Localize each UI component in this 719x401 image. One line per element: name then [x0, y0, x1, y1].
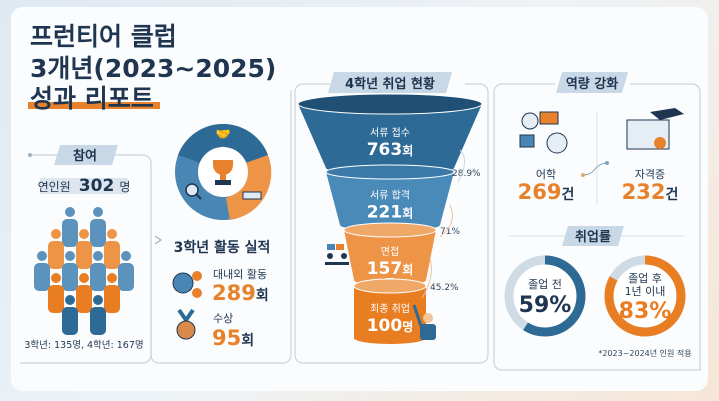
participation-heading: 참여	[73, 148, 97, 164]
person-head	[79, 229, 89, 239]
svg-text:대내외 활동: 대내외 활동	[213, 267, 267, 281]
donut-label: 졸업 후	[628, 272, 662, 285]
people-group-icon	[34, 207, 134, 335]
donut-fill	[504, 255, 586, 337]
funnel-stage-value: 763회	[367, 140, 414, 160]
funnel-stage-value: 100명	[367, 316, 414, 336]
svg-text:수상: 수상	[213, 312, 233, 325]
funnel-stage-value: 157회	[367, 259, 414, 279]
donut-label-2: 1년 이내	[625, 285, 666, 298]
pill-participation	[54, 145, 118, 165]
person-head	[93, 251, 103, 261]
donut-fill	[604, 255, 686, 337]
person-body	[34, 263, 50, 291]
participation-breakdown: 3학년: 135명, 4학년: 167명	[24, 340, 143, 351]
activities-section: 🤝 3학년 활동 실적 대내외 활동 289회 수상 95회	[150, 90, 292, 364]
person-body	[76, 241, 92, 269]
svg-text:95회: 95회	[212, 326, 254, 350]
person-head	[121, 251, 131, 261]
person-head	[107, 229, 117, 239]
funnel-stage-value: 221회	[367, 203, 414, 223]
employment-rate-heading: 취업률	[575, 229, 611, 245]
activity-cycle-icon: 🤝	[175, 123, 272, 220]
person-head	[51, 229, 61, 239]
person-body	[90, 307, 106, 335]
person-head	[65, 251, 75, 261]
title-line-1: 프런티어 클럽	[30, 22, 177, 51]
funnel-stage-label: 면접	[381, 246, 399, 258]
person-head	[65, 207, 75, 217]
person-body	[90, 263, 106, 291]
person-head	[93, 207, 103, 217]
celebrating-person-icon	[412, 304, 436, 340]
title-line-2: 3개년(2023~2025)	[30, 54, 276, 83]
donut-label: 졸업 전	[528, 278, 562, 291]
person-head	[93, 295, 103, 305]
person-body	[76, 285, 92, 313]
magnifier-icon	[185, 183, 199, 197]
competency-heading: 역량 강화	[566, 76, 618, 92]
person-head	[65, 295, 75, 305]
person-body	[62, 263, 78, 291]
donut-value: 59%	[519, 293, 572, 318]
certificate-count: 232건	[622, 180, 679, 204]
language-label: 어학	[536, 168, 556, 181]
person-body	[104, 241, 120, 269]
funnel-stage-label: 서류 합격	[370, 189, 410, 202]
activities-heading: 3학년 활동 실적	[174, 239, 271, 256]
conversion-rate-3: 45.2%	[430, 283, 459, 293]
podium-icon	[242, 191, 262, 200]
activity-item-external: 대내외 활동 289회	[172, 267, 269, 305]
funnel-stage-label: 최종 취업	[370, 302, 410, 315]
person-head	[37, 251, 47, 261]
participation-total: 연인원 302 명	[38, 176, 131, 196]
competency-section: 역량 강화 어학 269건 자격증 232건 취업률 졸업 전 59% 졸업 후1년…	[493, 72, 701, 371]
report-title: 프런티어 클럽 3개년(2023~2025) 성과 리포트	[28, 22, 276, 113]
person-body	[48, 285, 64, 313]
participation-section: 참여 연인원 302 명 3학년: 135명, 4학년: 167명	[20, 145, 152, 364]
person-body	[104, 285, 120, 313]
funnel-heading: 4학년 취업 현황	[345, 76, 435, 92]
person-body	[90, 219, 106, 247]
title-underline	[28, 102, 160, 109]
person-body	[62, 307, 78, 335]
activity-item-awards: 수상 95회	[176, 308, 254, 350]
title-line-3: 성과 리포트	[30, 84, 154, 113]
employment-rate-note: *2023~2024년 인원 적용	[598, 348, 691, 358]
employment-rate-donut: 졸업 전 59%	[504, 255, 586, 337]
certificate-icon	[626, 108, 684, 150]
interview-people-icon	[325, 244, 349, 265]
svg-text:289회: 289회	[212, 281, 269, 305]
funnel-stage-label: 서류 접수	[370, 127, 410, 139]
person-body	[62, 219, 78, 247]
conversion-rate-1: 28.9%	[452, 169, 481, 179]
person-body	[118, 263, 134, 291]
certificate-label: 자격증	[635, 168, 665, 181]
globe-gears-icon	[172, 272, 194, 294]
person-body	[48, 241, 64, 269]
conversion-rate-2: 71%	[440, 227, 460, 237]
person-head	[79, 273, 89, 283]
language-icon	[519, 111, 568, 154]
person-head	[107, 273, 117, 283]
donut-value: 83%	[619, 299, 672, 324]
person-head	[51, 273, 61, 283]
language-count: 269건	[518, 180, 575, 204]
trophy-icon	[213, 160, 233, 175]
medal-icon	[177, 308, 195, 324]
handshake-icon: 🤝	[216, 127, 231, 141]
